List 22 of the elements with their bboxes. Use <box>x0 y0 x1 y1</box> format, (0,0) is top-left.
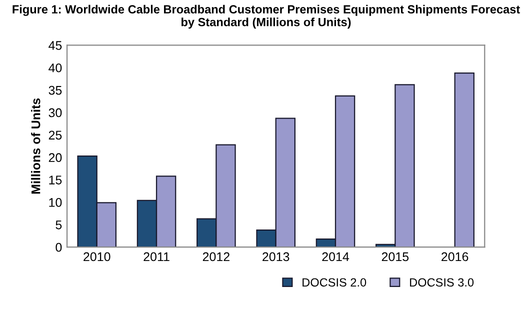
y-tick-label: 25 <box>48 130 62 140</box>
y-tick-label: 20 <box>48 153 62 162</box>
y-tick-label: 10 <box>49 198 62 207</box>
y-tick-label: 15 <box>49 176 62 184</box>
chart-title: Figure 1: Worldwide Cable Broadband Customer Premises Equipment Shipments Forecast by Standard (Millions of Units) <box>12 4 520 29</box>
y-tick-label: 40 <box>48 63 62 72</box>
x-tick-label: 2010 <box>84 252 110 262</box>
x-tick-label: 2013 <box>262 252 290 262</box>
y-tick-label: 35 <box>48 86 62 95</box>
bar <box>454 72 474 248</box>
y-tick-label: 5 <box>56 220 62 230</box>
y-axis-title: Millions of Units <box>31 98 40 194</box>
y-tick-label: 0 <box>56 242 62 252</box>
y-tick-label: 45 <box>48 41 62 50</box>
x-tick-label: 2015 <box>382 252 409 262</box>
y-tick-label: 30 <box>48 108 62 118</box>
x-tick-label: 2011 <box>144 252 170 262</box>
legend-label: DOCSIS 3.0 <box>410 278 474 287</box>
x-tick-label: 2016 <box>442 252 468 262</box>
x-tick-label: 2012 <box>202 252 230 262</box>
x-tick-label: 2014 <box>322 252 350 262</box>
legend-label: DOCSIS 2.0 <box>302 278 366 287</box>
